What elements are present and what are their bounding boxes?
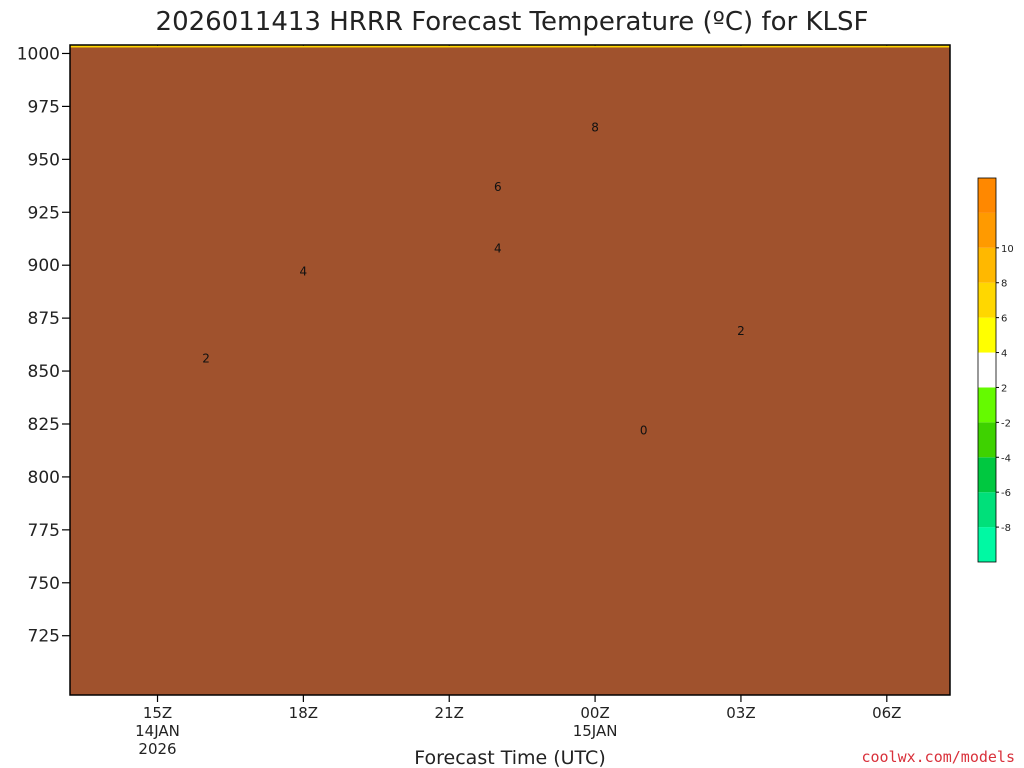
colorbar-label: 6: [1001, 314, 1007, 325]
colorbar: -8 -6 -4 -2 2 4 6 8 10: [977, 177, 1014, 563]
y-axis-ticks: 725 750 775 800 825 850 875 900 925 950 975 1000: [17, 44, 70, 647]
contour-label: 0: [640, 423, 648, 437]
colorbar-swatch: [978, 492, 996, 528]
contour-label: 2: [202, 351, 210, 365]
colorbar-swatch: [978, 422, 996, 458]
colorbar-swatch: [978, 178, 996, 213]
plot-frame: [69, 44, 951, 696]
contour-label: 6: [494, 180, 502, 194]
contour-label: 4: [300, 265, 308, 279]
y-tick-label: 1000: [17, 44, 60, 64]
ground-surface: [70, 47, 950, 695]
y-tick-label: 850: [28, 362, 60, 382]
colorbar-label: 2: [1001, 383, 1007, 394]
y-tick-label: 975: [28, 97, 60, 117]
plot-area: 0 2 2 4 4 6 8: [70, 45, 950, 695]
colorbar-label: -8: [1001, 523, 1011, 534]
colorbar-label: -2: [1001, 418, 1011, 429]
y-tick-label: 875: [28, 309, 60, 329]
x-tick-label: 18Z: [289, 704, 318, 722]
credit-label: coolwx.com/models: [861, 748, 1015, 766]
colorbar-label: -4: [1001, 453, 1011, 464]
colorbar-label: 10: [1001, 244, 1014, 255]
contour-label: 2: [737, 324, 745, 338]
contour-label-layer: 0 2 2 4 4 6 8: [202, 121, 744, 438]
y-tick-label: 800: [28, 468, 60, 488]
x-tick-label: 15Z: [143, 704, 172, 722]
y-tick-label: 825: [28, 415, 60, 435]
y-tick-label: 750: [28, 574, 60, 594]
colorbar-swatch: [978, 247, 996, 283]
colorbar-swatch: [978, 457, 996, 493]
x-axis-label: Forecast Time (UTC): [414, 747, 605, 768]
y-tick-label: 725: [28, 627, 60, 647]
x-tick-label: 03Z: [726, 704, 755, 722]
colorbar-frame: [977, 177, 997, 563]
colorbar-label: -6: [1001, 488, 1011, 499]
x-tick-date-label: 14JAN: [135, 722, 180, 740]
colorbar-label: 8: [1001, 279, 1007, 290]
colorbar-swatch: [978, 317, 996, 353]
contour-label: 4: [494, 241, 502, 255]
y-tick-label: 900: [28, 256, 60, 276]
chart-title: 2026011413 HRRR Forecast Temperature (ºC…: [156, 7, 869, 37]
contour-label: 8: [591, 121, 599, 135]
colorbar-swatch: [978, 282, 996, 318]
y-tick-label: 950: [28, 150, 60, 170]
x-tick-label: 00Z: [580, 704, 609, 722]
colorbar-swatch: [978, 352, 996, 388]
x-tick-label: 21Z: [435, 704, 464, 722]
y-tick-label: 775: [28, 521, 60, 541]
colorbar-swatch: [978, 387, 996, 423]
colorbar-label: 4: [1001, 349, 1007, 360]
colorbar-swatch: [978, 212, 996, 248]
y-tick-label: 925: [28, 203, 60, 223]
colorbar-swatch: [978, 527, 996, 562]
x-tick-date-label: 2026: [138, 740, 176, 758]
x-tick-date-label: 15JAN: [573, 722, 618, 740]
x-tick-label: 06Z: [872, 704, 901, 722]
